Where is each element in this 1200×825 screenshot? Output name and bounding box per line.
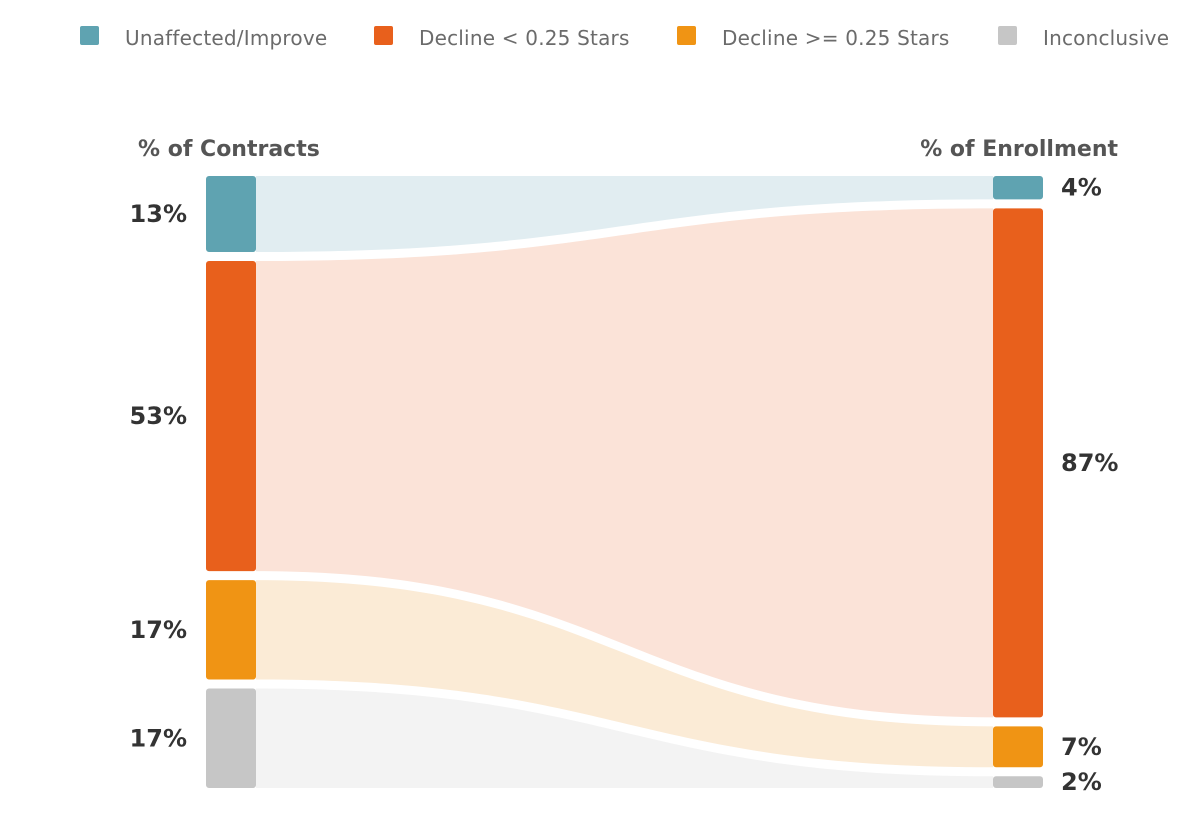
right-axis-title: % of Enrollment	[920, 137, 1118, 162]
bars-group	[206, 176, 1043, 788]
right-label-inconclusive: 2%	[1061, 768, 1102, 796]
right-bar-decline-0-25-stars	[993, 208, 1043, 718]
right-label-decline-0-25-stars: 87%	[1061, 449, 1118, 477]
left-label-decline-0-25-stars: 17%	[130, 616, 187, 644]
legend-label-decline-small: Decline < 0.25 Stars	[419, 26, 630, 50]
flows-group	[256, 176, 993, 788]
legend-swatch-decline-small	[374, 25, 393, 45]
left-bar-decline-0-25-stars	[206, 261, 256, 572]
legend-swatch-inconclusive	[998, 25, 1017, 45]
left-label-decline-0-25-stars: 53%	[130, 402, 187, 430]
flow-inconclusive	[256, 688, 993, 788]
legend-swatch-unaffected-improve	[80, 25, 99, 45]
legend-item-decline-small: Decline < 0.25 Stars	[374, 25, 630, 50]
legend-swatch-decline-large	[677, 25, 696, 45]
right-bar-decline-0-25-stars	[993, 726, 1043, 768]
legend-label-decline-large: Decline >= 0.25 Stars	[722, 26, 950, 50]
legend: Unaffected/Improve Decline < 0.25 Stars …	[0, 25, 1200, 62]
left-axis-title: % of Contracts	[138, 137, 320, 162]
legend-item-inconclusive: Inconclusive	[998, 25, 1170, 50]
legend-item-unaffected-improve: Unaffected/Improve	[80, 25, 328, 50]
flow-decline-0-25-stars	[256, 208, 993, 718]
legend-label-unaffected-improve: Unaffected/Improve	[125, 26, 328, 50]
left-bar-unaffected-improve	[206, 176, 256, 253]
left-label-inconclusive: 17%	[130, 724, 187, 752]
right-label-unaffected-improve: 4%	[1061, 174, 1102, 202]
right-bar-inconclusive	[993, 776, 1043, 788]
right-label-decline-0-25-stars: 7%	[1061, 733, 1102, 761]
labels-group: 13% 4% 53% 87% 17% 7% 17% 2%	[130, 174, 1119, 796]
left-label-unaffected-improve: 13%	[130, 200, 187, 228]
left-bar-decline-0-25-stars	[206, 580, 256, 680]
left-bar-inconclusive	[206, 688, 256, 788]
flow-unaffected-improve	[256, 176, 993, 253]
flow-decline-0-25-stars	[256, 580, 993, 768]
legend-item-decline-large: Decline >= 0.25 Stars	[677, 25, 950, 50]
legend-label-inconclusive: Inconclusive	[1043, 26, 1170, 50]
right-bar-unaffected-improve	[993, 176, 1043, 200]
